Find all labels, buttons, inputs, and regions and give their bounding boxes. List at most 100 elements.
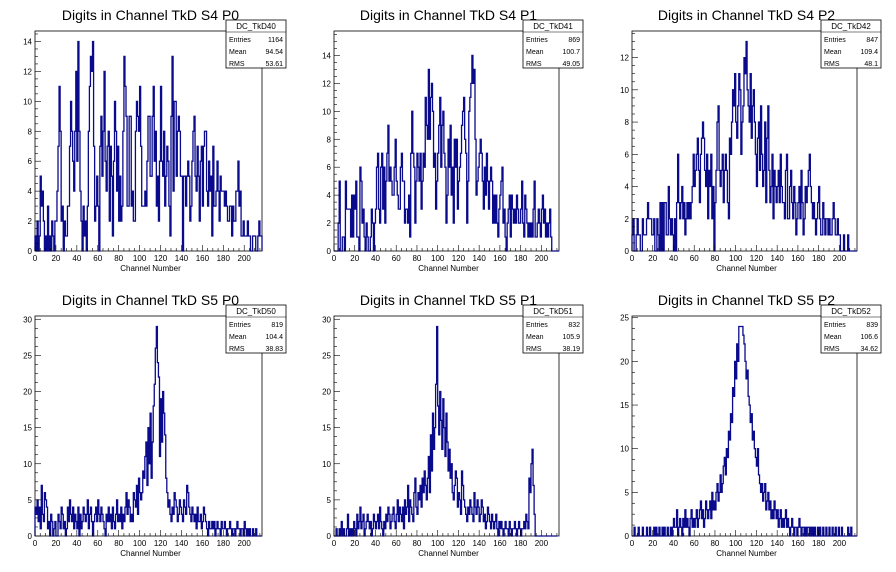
x-tick-label: 40 (669, 539, 678, 548)
histogram-panel: Digits in Channel TkD S5 P20 20 40 60 80 100 1… (620, 292, 882, 558)
y-tick-label: 14 (23, 37, 32, 46)
y-tick-label: 5 (625, 488, 630, 497)
stats-label-rms: RMS (229, 61, 245, 68)
plot-frame (631, 315, 858, 537)
x-tick-label: 200 (535, 539, 549, 548)
x-tick-label: 120 (154, 254, 168, 263)
x-tick-label: 140 (175, 254, 189, 263)
x-tick-label: 20 (648, 539, 657, 548)
x-tick-label: 100 (729, 254, 743, 263)
y-tick-label: 20 (23, 388, 32, 397)
x-tick-label: 20 (350, 254, 359, 263)
y-tick-label: 15 (322, 424, 331, 433)
stats-value-rms: 34.62 (860, 346, 878, 353)
x-tick-label: 100 (729, 539, 743, 548)
plot-frame (631, 30, 858, 252)
x-tick-label: 0 (630, 539, 635, 548)
x-axis-title: Channel Number (120, 264, 181, 273)
x-tick-label: 200 (833, 539, 847, 548)
x-tick-label: 180 (217, 254, 231, 263)
x-tick-label: 20 (648, 254, 657, 263)
plot-frame (333, 30, 560, 252)
y-tick-label: 0 (28, 532, 33, 541)
histogram-panel: Digits in Channel TkD S4 P20 20 40 60 80 100 1… (620, 7, 882, 273)
x-axis-title: Channel Number (716, 264, 777, 273)
x-tick-label: 20 (51, 254, 60, 263)
panel-title: Digits in Channel TkD S4 P2 (658, 7, 835, 23)
stats-value-rms: 38.83 (265, 346, 283, 353)
x-tick-label: 80 (412, 254, 421, 263)
x-tick-label: 40 (669, 254, 678, 263)
stats-value-entries: 1164 (268, 37, 283, 44)
y-tick-label: 15 (620, 401, 629, 410)
x-tick-label: 160 (791, 539, 805, 548)
stats-box: DC_TkD41 Entries 869 Mean 100.7 RMS 49.05 (522, 19, 584, 69)
x-tick-label: 100 (431, 254, 445, 263)
stats-label-rms: RMS (229, 346, 245, 353)
plot-frame (34, 30, 263, 252)
y-tick-label: 10 (23, 460, 32, 469)
y-tick-label: 8 (327, 135, 332, 144)
y-tick-label: 8 (625, 118, 630, 127)
x-tick-label: 20 (51, 539, 60, 548)
y-tick-label: 4 (625, 183, 630, 192)
y-tick-label: 25 (322, 351, 331, 360)
y-tick-label: 6 (625, 150, 630, 159)
stats-value-rms: 38.19 (562, 346, 580, 353)
stats-label-mean: Mean (824, 334, 842, 341)
x-tick-label: 40 (371, 539, 380, 548)
x-tick-label: 200 (833, 254, 847, 263)
y-tick-label: 0 (327, 532, 332, 541)
stats-histogram-name: DC_TkD40 (236, 22, 276, 31)
y-tick-label: 25 (23, 351, 32, 360)
x-tick-label: 60 (392, 254, 401, 263)
histogram-panel: Digits in Channel TkD S5 P00 20 40 60 80 100 1… (23, 292, 287, 558)
x-tick-label: 180 (514, 539, 528, 548)
y-tick-label: 20 (322, 388, 331, 397)
x-tick-label: 200 (238, 539, 252, 548)
x-tick-label: 140 (472, 254, 486, 263)
x-tick-label: 40 (371, 254, 380, 263)
x-tick-label: 160 (196, 539, 210, 548)
y-tick-label: 12 (23, 67, 32, 76)
x-tick-label: 80 (710, 539, 719, 548)
x-tick-label: 120 (452, 539, 466, 548)
stats-value-mean: 104.4 (265, 334, 283, 341)
x-tick-label: 20 (350, 539, 359, 548)
y-tick-label: 5 (28, 496, 33, 505)
stats-label-entries: Entries (526, 37, 548, 44)
y-tick-label: 14 (322, 51, 331, 60)
stats-value-mean: 94.54 (265, 49, 283, 56)
x-tick-label: 180 (812, 539, 826, 548)
stats-label-entries: Entries (229, 37, 251, 44)
x-tick-label: 200 (535, 254, 549, 263)
x-axis-title: Channel Number (418, 264, 479, 273)
y-tick-label: 6 (28, 157, 33, 166)
x-tick-label: 0 (332, 539, 337, 548)
x-tick-label: 180 (812, 254, 826, 263)
x-tick-label: 160 (791, 254, 805, 263)
x-tick-label: 0 (332, 254, 337, 263)
x-tick-label: 80 (114, 254, 123, 263)
panel-title: Digits in Channel TkD S5 P0 (62, 292, 239, 308)
x-tick-label: 40 (72, 254, 81, 263)
y-tick-label: 30 (23, 315, 32, 324)
histogram-series (631, 40, 857, 252)
stats-label-mean: Mean (824, 49, 842, 56)
x-axis-title: Channel Number (120, 549, 181, 558)
stats-value-entries: 832 (568, 322, 580, 329)
x-tick-label: 140 (472, 539, 486, 548)
stats-label-mean: Mean (526, 334, 544, 341)
x-tick-label: 100 (431, 539, 445, 548)
x-tick-label: 120 (750, 254, 764, 263)
x-tick-label: 120 (452, 254, 466, 263)
y-tick-label: 10 (322, 460, 331, 469)
stats-value-entries: 869 (568, 37, 580, 44)
stats-label-rms: RMS (824, 61, 840, 68)
y-tick-label: 10 (620, 86, 629, 95)
panel-title: Digits in Channel TkD S5 P1 (360, 292, 537, 308)
stats-label-entries: Entries (229, 322, 251, 329)
y-tick-label: 8 (28, 127, 33, 136)
x-tick-label: 0 (33, 539, 38, 548)
y-tick-label: 10 (23, 97, 32, 106)
